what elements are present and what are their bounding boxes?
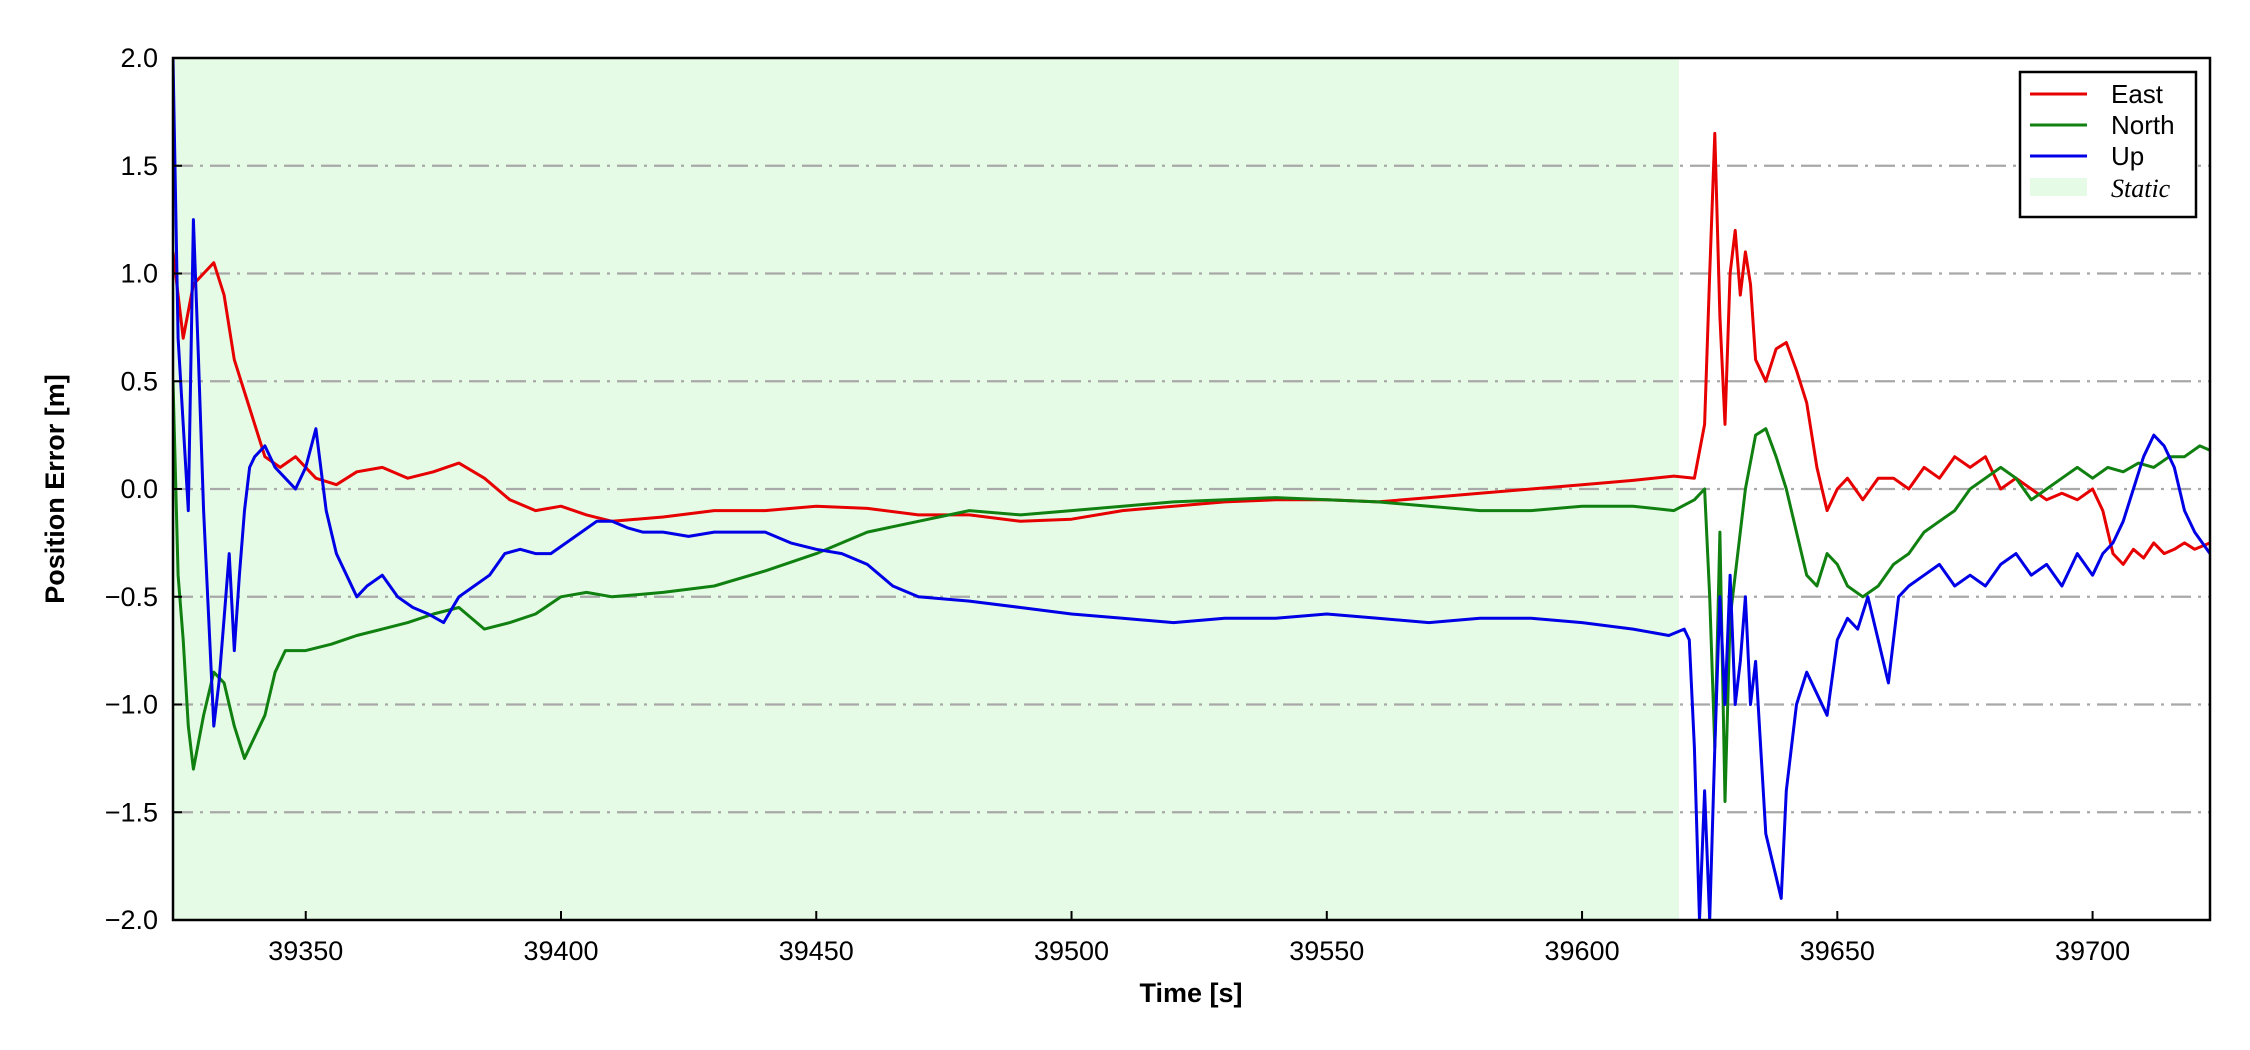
x-tick-label: 39350 [268,936,343,966]
x-tick-label: 39700 [2055,936,2130,966]
series-layer [173,58,2210,920]
legend-static-label: Static [2111,174,2171,203]
series-line-north [173,381,2210,803]
x-axis-ticks: 39350 39400 39450 39500 39550 39600 39650 39700 [268,911,2130,966]
legend-static-swatch [2030,178,2087,196]
y-tick-label: 0.5 [120,366,158,396]
x-axis-title: Time [s] [1139,978,1242,1008]
legend: East North Up Static [2018,70,2198,219]
legend-up-label: Up [2111,141,2144,171]
y-tick-label: −1.5 [105,797,158,827]
y-tick-label: −2.0 [105,905,158,935]
legend-east-label: East [2111,79,2164,109]
x-tick-label: 39650 [1800,936,1875,966]
x-tick-label: 39550 [1289,936,1364,966]
y-axis-title: Position Error [m] [40,374,70,604]
x-tick-label: 39600 [1545,936,1620,966]
series-line-east [173,131,2210,566]
y-tick-label: 2.0 [120,43,158,73]
legend-north-label: North [2111,110,2175,140]
y-tick-label: −1.0 [105,690,158,720]
y-tick-label: −0.5 [105,582,158,612]
y-tick-label: 1.5 [120,151,158,181]
y-tick-label: 1.0 [120,259,158,289]
x-tick-label: 39450 [779,936,854,966]
series-line-up [173,58,2210,920]
y-axis-ticks: 2.0 1.5 1.0 0.5 0.0 −0.5 −1.0 −1.5 −2.0 [105,43,182,935]
x-tick-label: 39500 [1034,936,1109,966]
y-tick-label: 0.0 [120,474,158,504]
x-tick-label: 39400 [523,936,598,966]
grid-layer [173,164,2210,814]
